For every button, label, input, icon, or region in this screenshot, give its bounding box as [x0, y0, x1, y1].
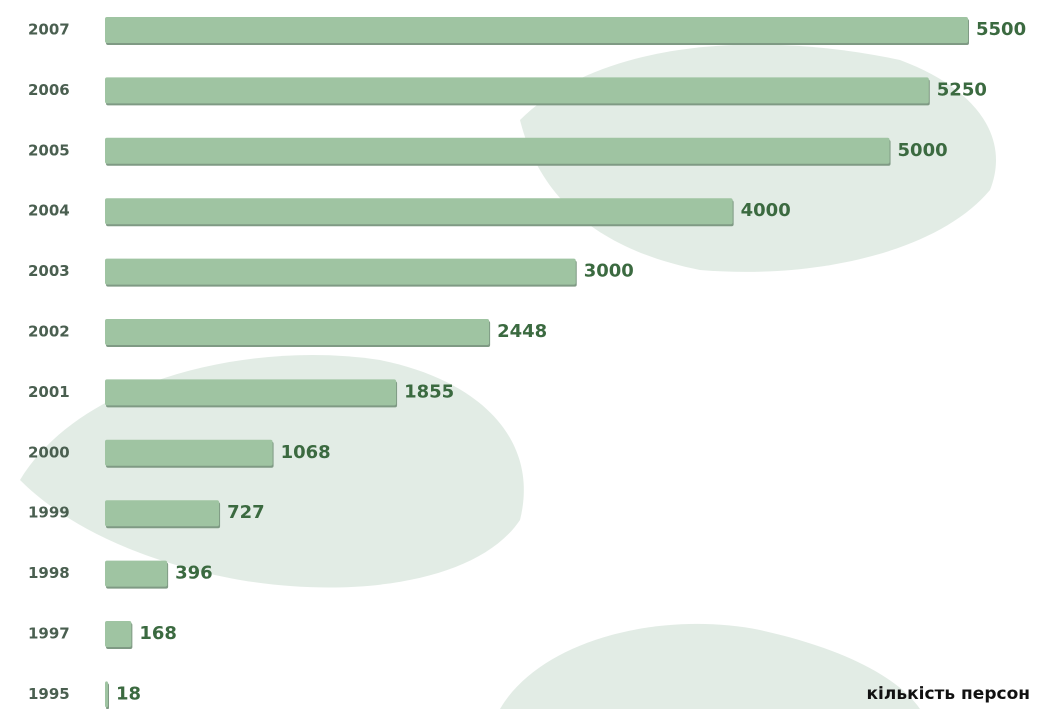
y-tick-label: 2000 [28, 443, 70, 461]
y-tick-label: 2003 [28, 262, 70, 280]
y-tick-label: 2006 [28, 81, 70, 99]
bar [105, 681, 108, 707]
bar [105, 77, 929, 103]
value-label: 1855 [404, 381, 454, 402]
value-label: 5000 [898, 140, 948, 161]
bar [105, 319, 489, 345]
y-tick-label: 1998 [28, 564, 70, 582]
value-label: 727 [227, 502, 265, 523]
value-label: 396 [175, 563, 213, 584]
y-tick-label: 1999 [28, 504, 70, 522]
y-tick-label: 1995 [28, 685, 70, 703]
bar [105, 561, 167, 587]
x-axis-label: кількість персон [867, 684, 1030, 704]
bar [105, 379, 396, 405]
bar [105, 440, 273, 466]
value-label: 18 [116, 683, 141, 704]
bar [105, 138, 890, 164]
value-label: 168 [139, 623, 177, 644]
value-label: 3000 [584, 261, 634, 282]
bar [105, 621, 131, 647]
bar [105, 259, 576, 285]
y-tick-label: 2004 [28, 202, 70, 220]
y-tick-label: 2002 [28, 323, 70, 341]
y-tick-label: 1997 [28, 625, 70, 643]
bar [105, 500, 219, 526]
value-label: 1068 [281, 442, 331, 463]
bar [105, 198, 733, 224]
value-label: 4000 [741, 200, 791, 221]
y-tick-label: 2001 [28, 383, 70, 401]
y-tick-label: 2005 [28, 141, 70, 159]
chart: кількість персон 2007 5500 2006 5250 2005 500… [0, 0, 1037, 709]
bar [105, 17, 968, 43]
y-tick-label: 2007 [28, 21, 70, 39]
value-label: 5250 [937, 79, 987, 100]
value-label: 2448 [497, 321, 547, 342]
value-label: 5500 [976, 19, 1026, 40]
